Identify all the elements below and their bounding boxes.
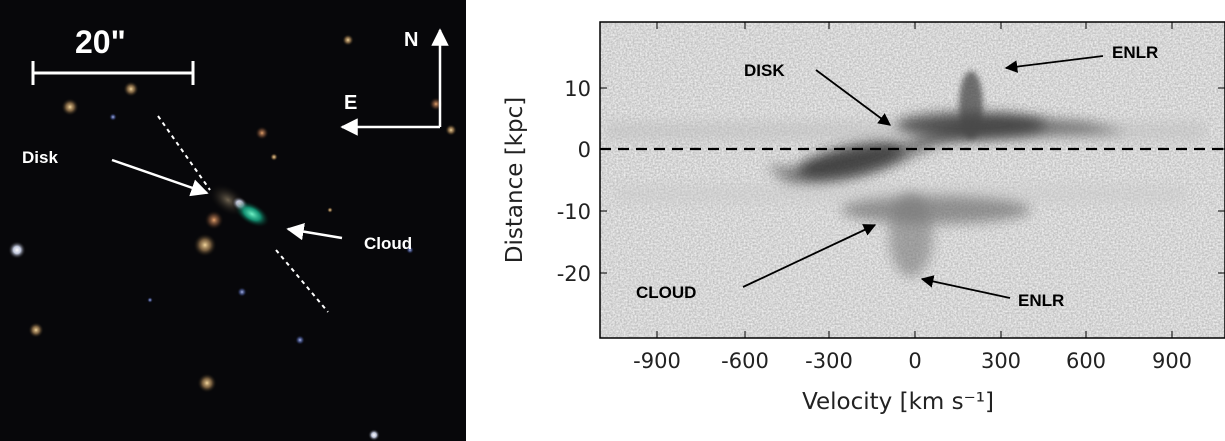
y-tick-label: -10 xyxy=(557,200,591,224)
annotation-enlr-lower: ENLR xyxy=(1018,291,1064,310)
x-tick-label: 0 xyxy=(908,349,921,373)
slit-upper xyxy=(157,115,211,191)
annotation-cloud-arrow xyxy=(742,224,877,288)
x-tick-label: 300 xyxy=(981,349,1021,373)
annotation-disk-arrow xyxy=(815,69,892,126)
x-axis-label: Velocity [km s⁻¹] xyxy=(802,389,994,415)
x-tick: 900 xyxy=(1152,22,1192,373)
emission-cloud xyxy=(233,200,271,228)
y-tick-label: 10 xyxy=(564,77,591,101)
y-tick-label: 0 xyxy=(578,138,591,162)
x-tick: -600 xyxy=(721,22,769,373)
x-tick-label: -900 xyxy=(633,349,681,373)
x-tick-label: -300 xyxy=(805,349,853,373)
x-tick-label: 900 xyxy=(1152,349,1192,373)
y-tick: 10 xyxy=(564,77,1225,101)
compass-north-label: N xyxy=(404,29,418,51)
x-tick: -300 xyxy=(805,22,853,373)
annotation-enlr-lower-arrow xyxy=(920,275,1011,299)
cloud-arrow xyxy=(286,222,343,241)
y-axis: 10 0 -10 -20 xyxy=(557,77,1225,286)
x-tick-label: 600 xyxy=(1066,349,1106,373)
x-tick: 300 xyxy=(981,22,1021,373)
position-velocity-chart: -900 -600 -300 0 300 600 900 10 0 -10 -2… xyxy=(502,21,1225,415)
y-axis-label: Distance [kpc] xyxy=(502,97,528,263)
emission-map xyxy=(600,22,1225,338)
cloud-label: Cloud xyxy=(364,234,412,253)
disk-arrow xyxy=(111,158,209,197)
x-axis: -900 -600 -300 0 300 600 900 xyxy=(633,22,1192,373)
annotation-disk: DISK xyxy=(744,61,785,80)
compass-east-label: E xyxy=(344,92,357,114)
y-tick: 0 xyxy=(578,138,1225,162)
scale-bar-label: 20" xyxy=(75,24,126,60)
disk-label: Disk xyxy=(22,148,58,167)
plot-frame xyxy=(599,21,1225,339)
x-tick: 0 xyxy=(908,22,922,373)
y-tick-label: -20 xyxy=(557,262,591,286)
sky-image-panel: 20" N E Disk Cloud xyxy=(0,0,466,441)
x-tick: 600 xyxy=(1066,22,1106,373)
sky-background xyxy=(0,0,466,441)
scale-bar xyxy=(31,61,195,85)
background-sources xyxy=(8,34,457,441)
y-tick: -10 xyxy=(557,200,1225,224)
compass xyxy=(340,28,449,136)
y-tick: -20 xyxy=(557,262,1225,286)
annotation-cloud: CLOUD xyxy=(636,283,696,302)
x-tick: -900 xyxy=(633,22,681,373)
annotation-enlr-upper-arrow xyxy=(1004,55,1104,73)
annotation-enlr-upper: ENLR xyxy=(1112,43,1158,62)
x-tick-label: -600 xyxy=(721,349,769,373)
slit-lower xyxy=(275,249,329,313)
